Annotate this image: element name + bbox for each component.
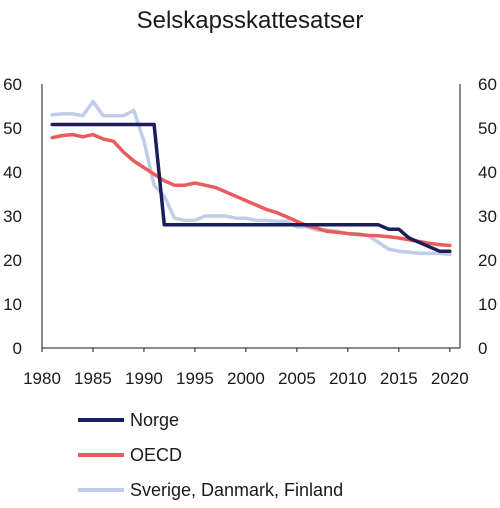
x-tick-label: 2000 xyxy=(227,369,265,388)
x-tick-label: 2015 xyxy=(380,369,418,388)
y-tick-right-label: 20 xyxy=(478,251,497,270)
x-tick-label: 1990 xyxy=(125,369,163,388)
x-tick-label: 1995 xyxy=(176,369,214,388)
legend-label-1: OECD xyxy=(130,445,182,465)
y-tick-left-label: 30 xyxy=(3,207,22,226)
y-tick-left-label: 10 xyxy=(3,295,22,314)
legend-label-0: Norge xyxy=(130,410,179,430)
y-tick-right-label: 10 xyxy=(478,295,497,314)
series-line-2 xyxy=(50,99,452,257)
y-tick-left-label: 0 xyxy=(13,339,22,358)
x-tick-label: 1980 xyxy=(23,369,61,388)
y-tick-left-label: 50 xyxy=(3,119,22,138)
y-tick-right-label: 40 xyxy=(478,163,497,182)
x-tick-label: 2020 xyxy=(431,369,469,388)
y-tick-right-label: 60 xyxy=(478,75,497,94)
legend: Norge OECD Sverige, Danmark, Finland xyxy=(78,410,343,500)
series-layer xyxy=(50,99,452,257)
series-line-0 xyxy=(50,122,452,253)
y-tick-right-label: 0 xyxy=(478,339,487,358)
chart-title: Selskapsskattesatser xyxy=(137,7,364,34)
legend-label-2: Sverige, Danmark, Finland xyxy=(130,480,343,500)
x-tick-label: 2005 xyxy=(278,369,316,388)
y-tick-left-label: 40 xyxy=(3,163,22,182)
y-tick-left-label: 20 xyxy=(3,251,22,270)
x-tick-label: 2010 xyxy=(329,369,367,388)
y-tick-right-label: 50 xyxy=(478,119,497,138)
y-tick-left-label: 60 xyxy=(3,75,22,94)
y-tick-right-label: 30 xyxy=(478,207,497,226)
x-tick-label: 1985 xyxy=(74,369,112,388)
series-line-1 xyxy=(50,132,452,248)
axes: 0 10 20 30 40 50 60 0 10 20 30 40 50 60 1980 1985 1990 19… xyxy=(3,75,497,388)
